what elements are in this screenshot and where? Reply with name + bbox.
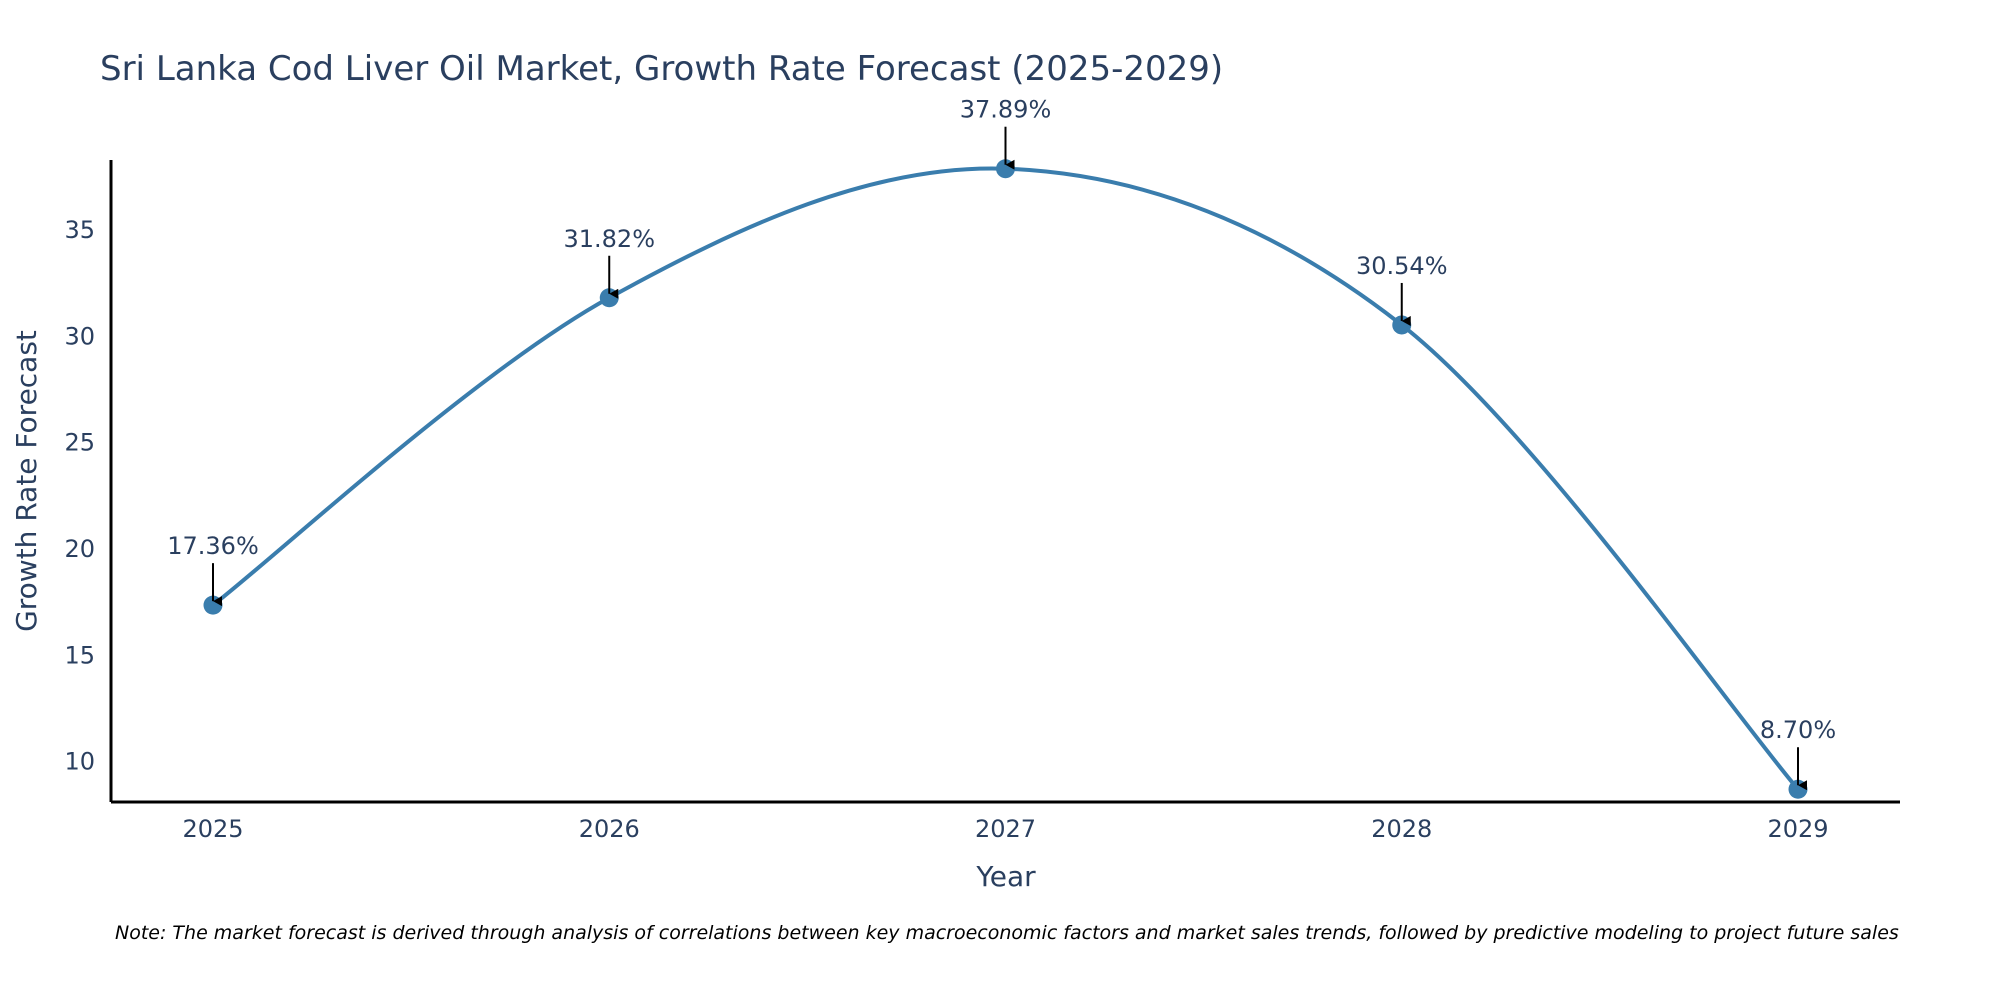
chart-title: Sri Lanka Cod Liver Oil Market, Growth R… [100,49,1223,89]
x-tick-label: 2027 [975,815,1036,843]
data-label-annotations: 17.36% 31.82% 37.89% 30.54% 8.70% [167,96,1836,791]
growth-rate-line [211,166,1800,792]
data-label: 30.54% [1356,252,1448,280]
axes [109,160,1900,804]
y-tick-label: 15 [64,641,95,669]
x-tick-label: 2025 [182,815,243,843]
x-tick-label: 2028 [1371,815,1432,843]
x-tick-label: 2026 [579,815,640,843]
y-tick-label: 20 [64,535,95,563]
x-tick-labels: 2025 2026 2027 2028 2029 [182,815,1828,843]
data-label: 8.70% [1760,716,1836,744]
annotation-2025: 17.36% [167,532,259,607]
y-axis-title: Growth Rate Forecast [10,330,43,632]
data-label: 31.82% [563,225,655,253]
x-tick-label: 2029 [1767,815,1828,843]
annotation-2028: 30.54% [1356,252,1448,326]
annotation-2029: 8.70% [1760,716,1836,791]
y-tick-label: 35 [64,216,95,244]
series-layer [203,159,1808,799]
y-tick-label: 10 [64,748,95,776]
x-axis-title: Year [975,860,1036,893]
y-tick-label: 25 [64,429,95,457]
annotation-2027: 37.89% [960,96,1052,170]
data-label: 37.89% [960,96,1052,124]
forecast-note: Note: The market forecast is derived thr… [115,922,1899,944]
annotation-2026: 31.82% [563,225,655,299]
y-tick-labels: 10 15 20 25 30 35 [64,216,95,775]
y-tick-label: 30 [64,322,95,350]
data-label: 17.36% [167,532,259,560]
